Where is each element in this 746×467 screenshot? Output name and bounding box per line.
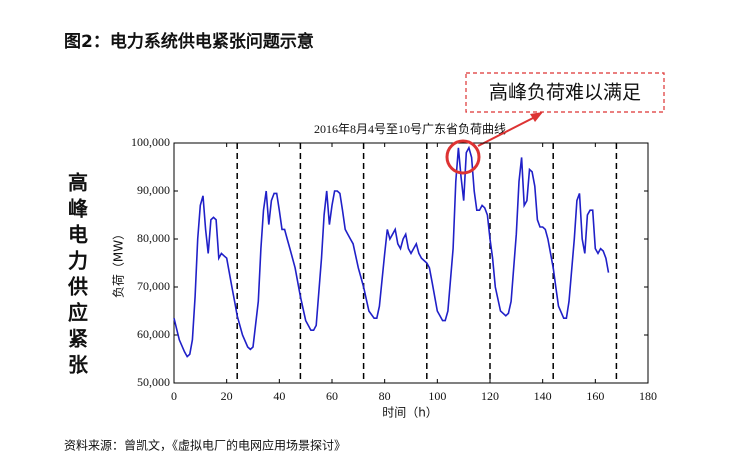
annotation-arrow [477, 116, 536, 147]
x-tick-label: 140 [534, 389, 552, 403]
y-tick-label: 100,000 [131, 135, 170, 149]
annotation-arrowhead [530, 112, 543, 122]
plot-frame [173, 142, 649, 384]
x-tick-label: 180 [639, 389, 657, 403]
y-tick-label: 70,000 [137, 279, 170, 293]
y-tick-label: 90,000 [137, 183, 170, 197]
annotation-text: 高峰负荷难以满足 [489, 82, 641, 104]
x-tick-label: 120 [481, 389, 499, 403]
peak-highlight [445, 139, 481, 175]
x-tick-label: 100 [428, 389, 446, 403]
x-tick-label: 0 [171, 389, 177, 403]
x-tick-label: 20 [221, 389, 233, 403]
load-curve [173, 145, 610, 358]
x-tick-label: 40 [273, 389, 285, 403]
chart-subtitle: 2016年8月4号至10号广东省负荷曲线 [314, 122, 506, 136]
annotation-box [465, 72, 665, 113]
y-tick-label: 60,000 [137, 327, 170, 341]
x-axis-label: 时间（h） [382, 406, 438, 420]
x-tick-label: 160 [586, 389, 604, 403]
x-tick-label: 60 [326, 389, 338, 403]
y-tick-label: 80,000 [137, 231, 170, 245]
y-tick-label: 50,000 [137, 375, 170, 389]
x-tick-label: 80 [379, 389, 391, 403]
source-note: 资料来源：曾凯文，《虚拟电厂的电网应用场景探讨》 [64, 438, 346, 453]
side-label: 高峰电力供应紧张 [65, 171, 89, 380]
y-axis-label: 负荷（MW） [112, 228, 126, 298]
chart-title: 图2：电力系统供电紧张问题示意 [64, 31, 314, 52]
